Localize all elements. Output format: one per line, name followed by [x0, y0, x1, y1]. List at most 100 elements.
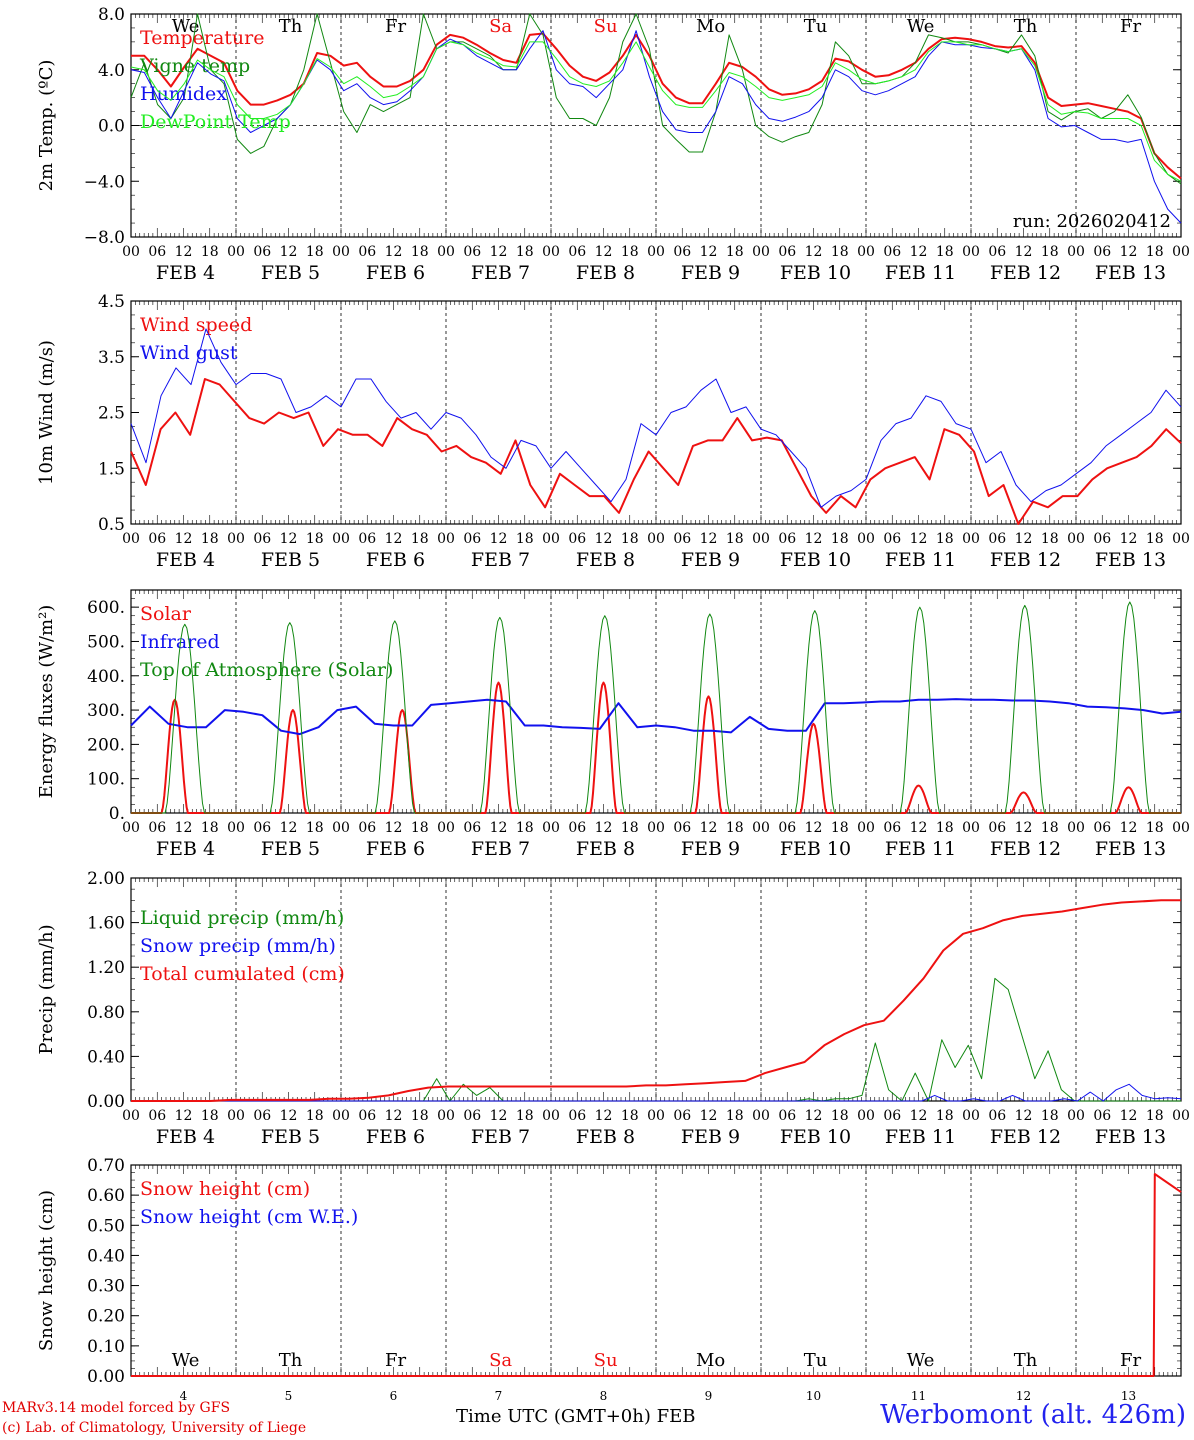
weekday-label: Th [1014, 1350, 1038, 1371]
x-hour-label: 18 [411, 244, 429, 260]
x-day-label: FEB 9 [681, 262, 740, 284]
x-hour-label: 12 [700, 244, 718, 260]
x-day-label: FEB 10 [780, 262, 851, 284]
x-day-label: FEB 8 [576, 838, 635, 860]
x-hour-label: 00 [542, 244, 560, 260]
x-hour-label: 18 [201, 1108, 219, 1124]
y-axis-label: Precip (mm/h) [36, 924, 57, 1054]
x-day-label: FEB 10 [780, 1126, 851, 1148]
x-hour-label: 18 [831, 820, 849, 836]
x-hour-label: 18 [411, 531, 429, 547]
series-line [131, 899, 1181, 1102]
weekday-label: Th [279, 16, 303, 37]
x-hour-label: 06 [1093, 1108, 1111, 1124]
x-day-label: FEB 7 [471, 549, 530, 571]
y-tick-label: −4.0 [84, 172, 125, 192]
x-day-label: FEB 7 [471, 838, 530, 860]
x-hour-label: 06 [463, 531, 481, 547]
x-day-label: FEB 13 [1095, 838, 1166, 860]
x-day-label: FEB 9 [681, 549, 740, 571]
x-hour-label: 06 [1093, 531, 1111, 547]
series-line [130, 328, 1182, 508]
x-hour-label: 00 [647, 820, 665, 836]
y-tick-label: 600. [87, 598, 125, 618]
x-day-label: FEB 11 [885, 1126, 956, 1148]
x-hour-label: 06 [568, 820, 586, 836]
x-hour-label: 06 [253, 244, 271, 260]
x-day-label: FEB 4 [156, 1126, 215, 1148]
x-hour-label: 00 [437, 1108, 455, 1124]
x-hour-label: 18 [621, 1108, 639, 1124]
x-hour-label: 18 [306, 531, 324, 547]
x-day-label: FEB 5 [261, 838, 320, 860]
x-hour-label: 06 [463, 820, 481, 836]
weekday-label: Th [1014, 16, 1038, 37]
x-hour-label: 12 [700, 820, 718, 836]
x-hour-label: 18 [1041, 820, 1059, 836]
x-day-label: FEB 7 [471, 1126, 530, 1148]
series-line [130, 698, 1182, 736]
x-hour-label: 12 [1120, 820, 1138, 836]
x-hour-label: 18 [201, 531, 219, 547]
legend-entry: DewPoint Temp [140, 111, 291, 133]
x-hour-label: 18 [201, 820, 219, 836]
x-hour-label: 18 [516, 244, 534, 260]
weekday-label: Tu [804, 16, 828, 37]
x-day-label: FEB 4 [156, 262, 215, 284]
y-axis-label: 10m Wind (m/s) [36, 340, 57, 485]
x-hour-label: 06 [778, 244, 796, 260]
x-hour-label: 18 [201, 244, 219, 260]
x-hour-label: 00 [1172, 820, 1190, 836]
legend-entry: Wind gust [140, 342, 238, 364]
legend-entry: Infrared [140, 631, 220, 653]
credit-model: MARv3.14 model forced by GFS [2, 1400, 231, 1416]
x-hour-label: 06 [988, 531, 1006, 547]
x-hour-label: 12 [1015, 244, 1033, 260]
legend-entry: Snow height (cm) [140, 1178, 310, 1200]
panel-temperature: −8.0 −4.0 0.0 4.0 8.0 2m Temp. (ºC) 00 06 12 18 FE… [36, 5, 1190, 284]
x-day-label: FEB 9 [681, 1126, 740, 1148]
x-hour-label: 00 [647, 1108, 665, 1124]
x-hour-label: 18 [516, 531, 534, 547]
y-tick-label: 8.0 [98, 5, 125, 25]
x-hour-label: 00 [857, 1108, 875, 1124]
legend-entry: Liquid precip (mm/h) [140, 907, 344, 929]
x-day-label: FEB 11 [885, 549, 956, 571]
x-hour-label: 06 [148, 820, 166, 836]
x-hour-label: 00 [437, 531, 455, 547]
x-hour-label: 18 [1041, 244, 1059, 260]
x-day-label: FEB 12 [990, 1126, 1061, 1148]
x-hour-label: 18 [516, 820, 534, 836]
x-hour-label: 12 [910, 1108, 928, 1124]
weekday-label: Fr [385, 16, 406, 37]
x-hour-label: 18 [726, 1108, 744, 1124]
x-hour-label: 12 [700, 1108, 718, 1124]
y-tick-label: 0.00 [87, 1367, 125, 1387]
x-day-label: FEB 8 [576, 549, 635, 571]
x-hour-label: 18 [1146, 244, 1164, 260]
x-day-label: FEB 6 [366, 549, 425, 571]
y-tick-label: 0.80 [87, 1003, 125, 1023]
x-hour-label: 12 [490, 531, 508, 547]
x-hour-label: 00 [647, 531, 665, 547]
x-hour-label: 12 [280, 244, 298, 260]
x-hour-label: 18 [726, 244, 744, 260]
x-hour-label: 06 [778, 1108, 796, 1124]
x-hour-label: 18 [411, 820, 429, 836]
y-tick-label: 3.5 [98, 348, 125, 368]
x-hour-label: 06 [883, 1108, 901, 1124]
x-hour-label: 00 [122, 1108, 140, 1124]
x-hour-label: 06 [778, 820, 796, 836]
x-hour-label: 00 [542, 820, 560, 836]
y-tick-label: 0.50 [87, 1216, 125, 1236]
x-day-number: 9 [705, 1389, 713, 1403]
x-hour-label: 12 [700, 531, 718, 547]
x-day-label: FEB 13 [1095, 262, 1166, 284]
panel-wind: 0.5 1.5 2.5 3.5 4.5 10m Wind (m/s) 00 06 12 18 FEB… [36, 292, 1190, 571]
x-hour-label: 00 [647, 244, 665, 260]
x-hour-label: 00 [962, 531, 980, 547]
x-hour-label: 18 [726, 820, 744, 836]
x-hour-label: 18 [1146, 820, 1164, 836]
x-hour-label: 12 [175, 531, 193, 547]
x-hour-label: 00 [857, 244, 875, 260]
